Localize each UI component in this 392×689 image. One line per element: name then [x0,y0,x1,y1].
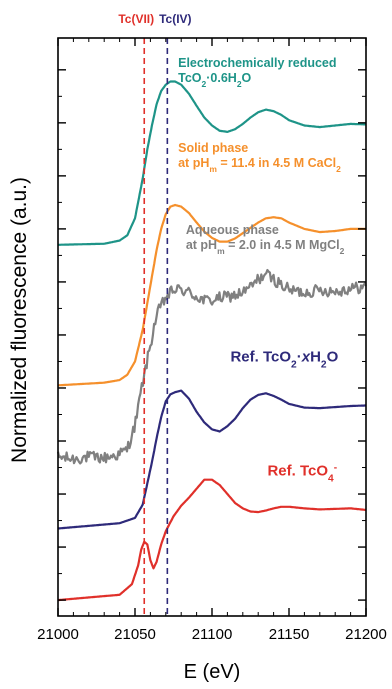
x-tick-label-0: 21000 [37,626,79,643]
series-line-1 [57,389,367,530]
y-axis-title: Normalized fluorescence (a.u.) [8,177,31,463]
series-label-2-line-0: Aqueous phase [186,223,279,237]
series-line-4 [57,80,367,246]
reference-line-label-1: Tc(IV) [159,12,191,26]
reference-lines: Tc(VII) Tc(IV) [118,12,192,616]
axes: 21000 21050 21100 21150 21200 [37,37,387,643]
series-label-3-line-1: at pHm = 11.4 in 4.5 M CaCl2 [178,156,341,174]
series-label-2-line-1: at pHm = 2.0 in 4.5 M MgCl2 [186,238,345,256]
series-line-3 [57,203,367,387]
x-tick-label-3: 21150 [269,626,310,643]
series-line-2 [56,268,367,465]
x-tick-label-1: 21050 [114,626,156,643]
series-layer [56,80,367,602]
x-tick-label-2: 21100 [192,626,233,643]
x-tick-label-4: 21200 [345,626,387,643]
series-label-1-line-0: Ref. TcO2·xH2O [230,348,338,370]
x-axis-title: E (eV) [184,661,241,683]
series-label-4-line-0: Electrochemically reduced [178,56,336,70]
series-label-3-line-0: Solid phase [178,141,248,155]
series-label-0-line-0: Ref. TcO4- [267,462,337,484]
reference-line-label-0: Tc(VII) [118,12,154,26]
series-label-4-line-1: TcO2·0.6H2O [178,71,251,89]
series-line-0 [57,478,367,602]
